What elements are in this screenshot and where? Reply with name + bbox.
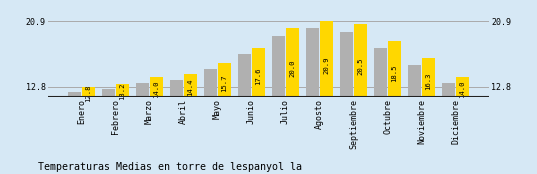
Text: 14.4: 14.4 <box>187 79 193 96</box>
Bar <box>286 28 299 97</box>
Text: 13.2: 13.2 <box>119 83 125 100</box>
Bar <box>68 92 81 97</box>
Text: 20.5: 20.5 <box>357 58 363 76</box>
Text: Temperaturas Medias en torre de lespanyol la: Temperaturas Medias en torre de lespanyo… <box>38 162 302 172</box>
Text: 15.7: 15.7 <box>221 74 227 92</box>
Bar <box>388 41 401 97</box>
Text: 20.9: 20.9 <box>323 57 329 74</box>
Bar <box>184 74 197 97</box>
Bar <box>374 48 387 97</box>
Bar <box>136 83 149 97</box>
Bar <box>238 54 251 97</box>
Bar <box>217 63 230 97</box>
Bar <box>103 89 115 97</box>
Bar <box>205 69 217 97</box>
Bar <box>422 58 434 97</box>
Text: 14.0: 14.0 <box>153 80 159 98</box>
Bar <box>307 28 320 97</box>
Bar <box>409 65 422 97</box>
Text: 18.5: 18.5 <box>391 65 397 82</box>
Bar <box>252 48 265 97</box>
Text: 20.0: 20.0 <box>289 60 295 77</box>
Bar <box>82 87 95 97</box>
Bar <box>456 77 469 97</box>
Bar <box>150 77 163 97</box>
Text: 16.3: 16.3 <box>425 72 431 90</box>
Bar <box>272 36 285 97</box>
Bar <box>170 80 183 97</box>
Bar <box>354 24 367 97</box>
Text: 14.0: 14.0 <box>459 80 465 98</box>
Text: 17.6: 17.6 <box>255 68 261 85</box>
Bar <box>340 31 353 97</box>
Text: 12.8: 12.8 <box>85 84 91 102</box>
Bar <box>442 83 455 97</box>
Bar <box>115 84 128 97</box>
Bar <box>320 21 332 97</box>
